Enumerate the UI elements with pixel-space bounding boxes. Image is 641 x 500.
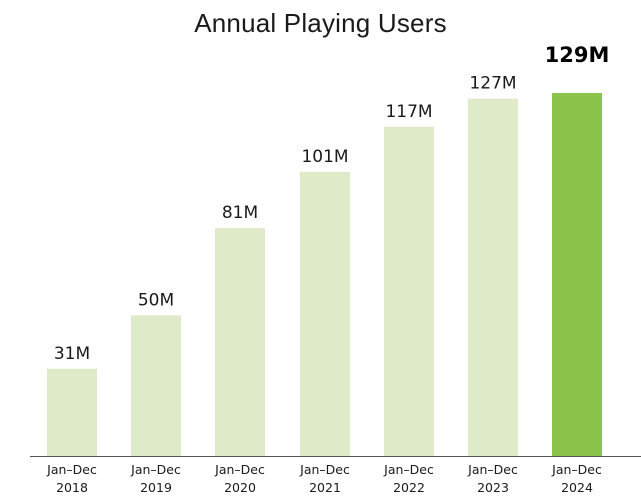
category-label-year-2018: 2018 bbox=[56, 480, 88, 495]
bar-2022 bbox=[384, 126, 434, 456]
value-label-2024: 129M bbox=[545, 43, 610, 67]
category-label-year-2022: 2022 bbox=[393, 480, 425, 495]
category-label-period-2021: Jan–Dec bbox=[299, 462, 350, 477]
value-label-2023: 127M bbox=[469, 74, 516, 94]
category-label-period-2020: Jan–Dec bbox=[214, 462, 265, 477]
category-label-year-2019: 2019 bbox=[140, 480, 172, 495]
bar-2023 bbox=[468, 98, 518, 457]
category-label-year-2021: 2021 bbox=[309, 480, 341, 495]
bar-2019 bbox=[131, 315, 181, 456]
value-label-2018: 31M bbox=[54, 344, 90, 364]
value-label-2019: 50M bbox=[138, 290, 174, 310]
category-label-year-2023: 2023 bbox=[477, 480, 509, 495]
category-label-year-2020: 2020 bbox=[224, 480, 256, 495]
bar-2024 bbox=[552, 93, 602, 456]
value-label-2021: 101M bbox=[301, 147, 348, 167]
bar-2021 bbox=[300, 171, 350, 456]
category-label-period-2024: Jan–Dec bbox=[551, 462, 602, 477]
category-label-period-2023: Jan–Dec bbox=[467, 462, 518, 477]
bar-2020 bbox=[215, 228, 265, 456]
value-label-2020: 81M bbox=[222, 203, 258, 223]
bars-layer bbox=[47, 93, 602, 457]
value-label-2022: 117M bbox=[385, 102, 432, 122]
category-label-period-2022: Jan–Dec bbox=[383, 462, 434, 477]
category-label-year-2024: 2024 bbox=[561, 480, 593, 495]
category-label-period-2018: Jan–Dec bbox=[46, 462, 97, 477]
chart-title: Annual Playing Users bbox=[194, 8, 447, 38]
value-labels-layer: 31M 50M 81M 101M 117M 127M 129M bbox=[54, 43, 610, 364]
category-label-period-2019: Jan–Dec bbox=[130, 462, 181, 477]
bar-2018 bbox=[47, 368, 97, 456]
category-labels-layer: Jan–Dec 2018 Jan–Dec 2019 Jan–Dec 2020 Jan–Dec… bbox=[46, 462, 602, 495]
